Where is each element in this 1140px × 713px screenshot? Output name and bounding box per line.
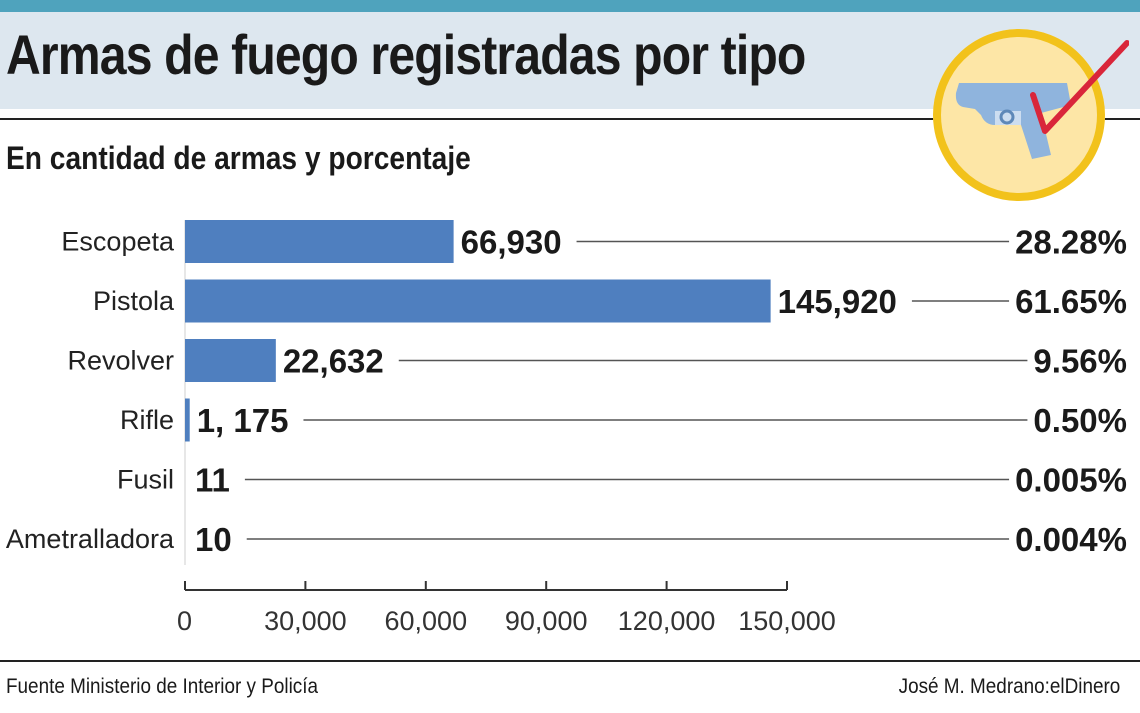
value-label: 66,930 xyxy=(461,224,562,261)
chart-subtitle: En cantidad de armas y porcentaje xyxy=(6,140,471,176)
percent-label: 0.50% xyxy=(1033,402,1127,439)
x-tick-label: 90,000 xyxy=(505,606,588,636)
bar xyxy=(185,220,454,263)
bar xyxy=(185,279,771,323)
x-tick-label: 30,000 xyxy=(264,606,347,636)
author-credit: José M. Medrano:elDinero xyxy=(898,675,1120,698)
category-label: Escopeta xyxy=(61,227,175,257)
value-label: 10 xyxy=(195,521,232,558)
bar-chart: Escopeta 66,930 28.28% Pistola 145,920 61.65%… xyxy=(6,220,1127,636)
x-tick-label: 60,000 xyxy=(385,606,468,636)
value-label: 22,632 xyxy=(283,343,384,380)
percent-label: 28.28% xyxy=(1015,224,1127,261)
top-accent-bar xyxy=(0,0,1140,12)
chart-title: Armas de fuego registradas por tipo xyxy=(6,23,806,86)
source-note: Fuente Ministerio de Interior y Policía xyxy=(6,675,318,698)
value-label: 1, 175 xyxy=(197,402,289,439)
percent-label: 9.56% xyxy=(1033,343,1127,380)
percent-label: 0.004% xyxy=(1015,521,1127,558)
value-label: 145,920 xyxy=(778,283,897,320)
bar xyxy=(185,339,276,382)
percent-label: 61.65% xyxy=(1015,283,1127,320)
header-divider xyxy=(0,118,1140,120)
x-tick-label: 150,000 xyxy=(738,606,836,636)
footer-divider xyxy=(0,660,1140,662)
percent-label: 0.005% xyxy=(1015,462,1127,499)
x-tick-label: 0 xyxy=(177,606,192,636)
category-label: Rifle xyxy=(120,405,174,435)
pistol-checkmark-icon xyxy=(933,29,1129,201)
category-label: Fusil xyxy=(117,465,174,495)
x-tick-label: 120,000 xyxy=(618,606,716,636)
category-label: Revolver xyxy=(67,346,174,376)
bar xyxy=(185,398,190,442)
value-label: 11 xyxy=(195,462,230,499)
category-label: Pistola xyxy=(93,286,175,316)
category-label: Ametralladora xyxy=(6,524,175,554)
